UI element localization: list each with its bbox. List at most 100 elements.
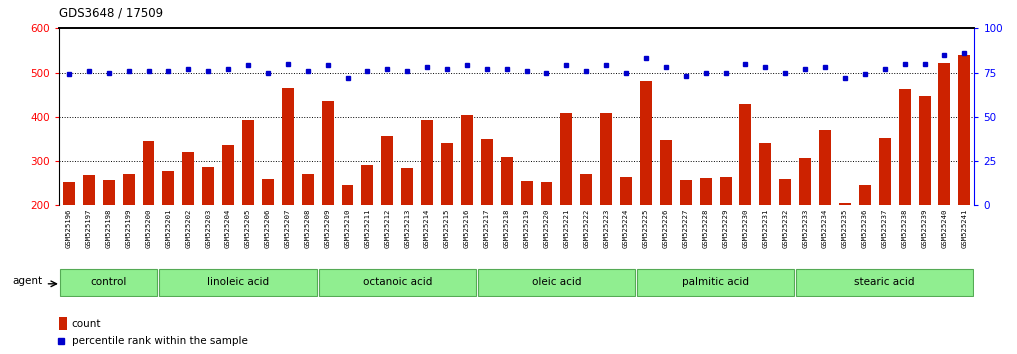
Bar [540, 182, 552, 294]
Bar [958, 55, 970, 294]
Text: GSM525209: GSM525209 [324, 209, 331, 248]
Text: GSM525198: GSM525198 [106, 209, 112, 248]
Bar [302, 175, 313, 294]
Text: GDS3648 / 17509: GDS3648 / 17509 [59, 6, 163, 19]
Bar [142, 141, 155, 294]
Bar [381, 136, 394, 294]
Text: GSM525238: GSM525238 [902, 209, 907, 248]
Bar [918, 96, 931, 294]
Text: GSM525211: GSM525211 [364, 209, 370, 248]
Text: GSM525224: GSM525224 [623, 209, 630, 248]
Bar [321, 101, 334, 294]
Text: GSM525236: GSM525236 [861, 209, 868, 248]
Text: GSM525234: GSM525234 [822, 209, 828, 248]
Text: GSM525227: GSM525227 [682, 209, 689, 248]
Text: GSM525208: GSM525208 [305, 209, 311, 248]
Bar [779, 179, 791, 294]
Bar [441, 143, 453, 294]
Text: GSM525204: GSM525204 [225, 209, 231, 248]
FancyBboxPatch shape [160, 269, 316, 296]
Bar [720, 177, 731, 294]
Text: GSM525225: GSM525225 [643, 209, 649, 248]
Text: GSM525217: GSM525217 [484, 209, 490, 248]
Bar [402, 168, 413, 294]
Bar [799, 158, 812, 294]
FancyBboxPatch shape [637, 269, 794, 296]
Bar [262, 179, 274, 294]
Bar [521, 181, 533, 294]
Text: GSM525215: GSM525215 [444, 209, 450, 248]
Text: GSM525219: GSM525219 [524, 209, 530, 248]
Text: GSM525218: GSM525218 [503, 209, 510, 248]
Text: GSM525212: GSM525212 [384, 209, 391, 248]
Bar [421, 120, 433, 294]
Bar [819, 130, 831, 294]
Bar [679, 179, 692, 294]
Text: oleic acid: oleic acid [532, 277, 581, 287]
Bar [481, 139, 493, 294]
Text: GSM525220: GSM525220 [543, 209, 549, 248]
Bar [163, 171, 174, 294]
Text: GSM525226: GSM525226 [663, 209, 669, 248]
Text: GSM525221: GSM525221 [563, 209, 570, 248]
Bar [879, 138, 891, 294]
Text: GSM525210: GSM525210 [345, 209, 351, 248]
Text: GSM525240: GSM525240 [942, 209, 948, 248]
Text: palmitic acid: palmitic acid [682, 277, 750, 287]
Text: GSM525202: GSM525202 [185, 209, 191, 248]
Text: GSM525231: GSM525231 [763, 209, 769, 248]
Bar [63, 182, 75, 294]
Text: GSM525232: GSM525232 [782, 209, 788, 248]
Text: linoleic acid: linoleic acid [207, 277, 270, 287]
Bar [640, 81, 652, 294]
Text: GSM525241: GSM525241 [961, 209, 967, 248]
Bar [560, 113, 573, 294]
Bar [620, 177, 632, 294]
FancyBboxPatch shape [60, 269, 158, 296]
Text: GSM525201: GSM525201 [166, 209, 172, 248]
Bar [202, 167, 215, 294]
Text: percentile rank within the sample: percentile rank within the sample [72, 336, 248, 346]
Bar [182, 152, 194, 294]
Text: GSM525196: GSM525196 [66, 209, 72, 248]
Text: GSM525233: GSM525233 [802, 209, 809, 248]
Bar [222, 145, 234, 294]
Text: control: control [91, 277, 127, 287]
Text: GSM525228: GSM525228 [703, 209, 709, 248]
Text: GSM525213: GSM525213 [404, 209, 410, 248]
Text: GSM525230: GSM525230 [742, 209, 749, 248]
Bar [361, 166, 373, 294]
FancyBboxPatch shape [318, 269, 476, 296]
Text: GSM525235: GSM525235 [842, 209, 848, 248]
Text: count: count [72, 319, 102, 329]
Text: GSM525203: GSM525203 [205, 209, 212, 248]
Text: GSM525206: GSM525206 [264, 209, 271, 248]
FancyBboxPatch shape [478, 269, 635, 296]
Bar [600, 113, 612, 294]
Bar [581, 175, 592, 294]
Text: GSM525237: GSM525237 [882, 209, 888, 248]
Text: GSM525200: GSM525200 [145, 209, 152, 248]
Text: GSM525223: GSM525223 [603, 209, 609, 248]
Bar [859, 184, 871, 294]
FancyBboxPatch shape [796, 269, 973, 296]
Bar [282, 88, 294, 294]
Bar [461, 115, 473, 294]
Bar [739, 104, 752, 294]
Bar [103, 179, 115, 294]
Text: GSM525229: GSM525229 [722, 209, 728, 248]
Bar [839, 203, 851, 294]
Bar [500, 156, 513, 294]
Bar [660, 140, 672, 294]
Text: GSM525222: GSM525222 [584, 209, 589, 248]
Text: agent: agent [12, 276, 42, 286]
Bar [899, 89, 910, 294]
Bar [700, 178, 712, 294]
Text: GSM525239: GSM525239 [921, 209, 928, 248]
Text: GSM525197: GSM525197 [85, 209, 92, 248]
Text: GSM525214: GSM525214 [424, 209, 430, 248]
Text: GSM525199: GSM525199 [126, 209, 131, 248]
Text: GSM525205: GSM525205 [245, 209, 251, 248]
Bar [760, 143, 771, 294]
Text: GSM525207: GSM525207 [285, 209, 291, 248]
